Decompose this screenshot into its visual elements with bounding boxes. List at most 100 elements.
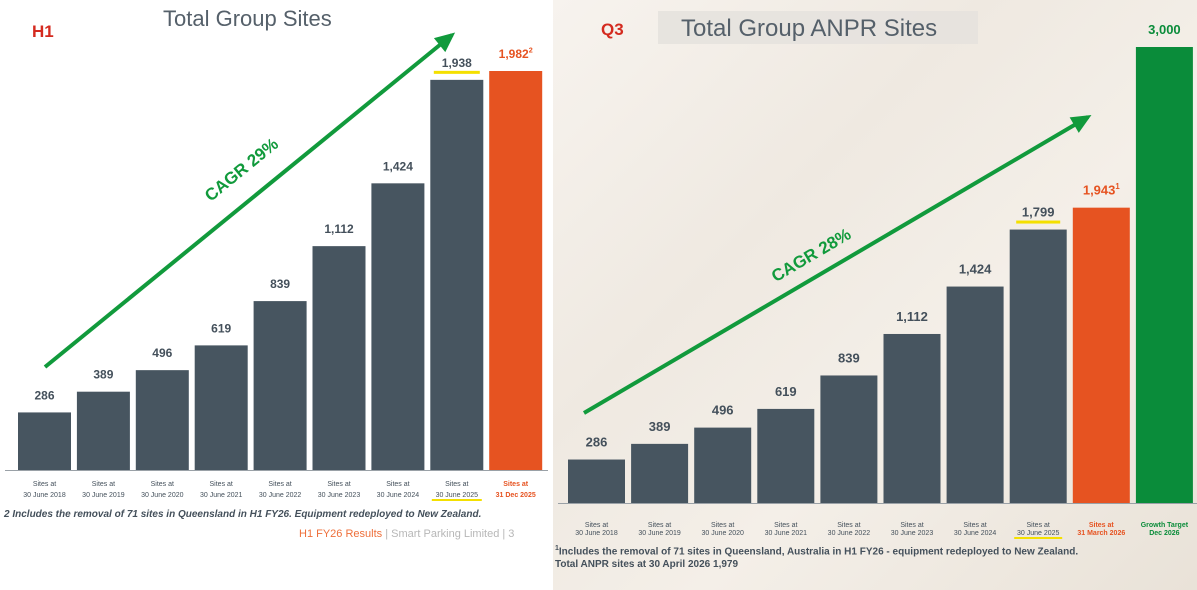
tick-label: Sites at <box>92 481 115 488</box>
footnote-marker: 2 <box>529 46 533 55</box>
tick-label: 31 March 2026 <box>1077 530 1125 537</box>
data-label: 496 <box>712 403 734 418</box>
footnote: 2 Includes the removal of 71 sites in Qu… <box>4 509 482 520</box>
tick-label: Sites at <box>386 481 409 488</box>
tick-label: 30 June 2018 <box>575 530 618 537</box>
footnote-marker: 1 <box>1115 182 1120 191</box>
footer-brand: H1 FY26 Results <box>299 528 383 540</box>
title-background <box>658 11 978 44</box>
bar <box>883 333 941 503</box>
tick-label: Sites at <box>268 481 291 488</box>
trend-arrow <box>582 115 1090 415</box>
tick-label: Sites at <box>327 481 350 488</box>
trend-arrow-head <box>1069 114 1092 133</box>
data-label: 1,112 <box>896 309 928 324</box>
bar <box>1135 47 1193 503</box>
tick-label: Sites at <box>151 481 174 488</box>
bar <box>631 443 689 503</box>
footnote-line-1: 1Includes the removal of 71 sites in Que… <box>555 545 1079 558</box>
trend-arrow <box>43 33 454 369</box>
tick-label: 30 June 2018 <box>23 492 66 499</box>
bar <box>135 370 189 470</box>
tick-label: Sites at <box>1027 522 1050 529</box>
tick-underline <box>431 499 482 501</box>
bar <box>1072 207 1130 503</box>
tick-label: Dec 2026 <box>1149 530 1179 537</box>
bar <box>757 408 815 503</box>
tick-label: Sites at <box>774 522 797 529</box>
tick-label: Sites at <box>1089 522 1115 529</box>
data-label: 1,938 <box>442 56 472 70</box>
tick-label: Sites at <box>210 481 233 488</box>
tick-label: Sites at <box>445 481 468 488</box>
tick-label: 30 June 2021 <box>200 492 243 499</box>
tick-label: 30 June 2024 <box>954 530 997 537</box>
cagr-annotation: CAGR 29% <box>201 134 282 205</box>
data-label: 1,9431 <box>1083 182 1121 198</box>
cagr-annotation: CAGR 28% <box>768 225 854 286</box>
bar <box>694 427 752 503</box>
value-underline <box>433 70 480 74</box>
panel-tag: Q3 <box>601 20 624 39</box>
bar <box>1009 229 1067 503</box>
tick-label: Growth Target <box>1141 522 1189 529</box>
footer: H1 FY26 Results | Smart Parking Limited … <box>299 528 514 540</box>
bar <box>489 71 543 470</box>
data-label: 1,9822 <box>499 46 533 61</box>
data-label: 3,000 <box>1148 22 1181 37</box>
q3-panel: Q3 Total Group ANPR Sites 286 Sites at 30 … <box>553 0 1197 590</box>
tick-label: 30 June 2024 <box>377 492 420 499</box>
data-label: 389 <box>93 368 113 382</box>
data-label: 839 <box>838 350 860 365</box>
chart-title: Total Group Sites <box>163 6 332 31</box>
data-label: 1,799 <box>1022 205 1055 220</box>
tick-label: 30 June 2025 <box>1017 530 1060 537</box>
tick-label: Sites at <box>963 522 986 529</box>
tick-label: Sites at <box>33 481 56 488</box>
bar <box>568 459 625 503</box>
footnote-line-2: Total ANPR sites at 30 April 2026 1,979 <box>555 559 739 570</box>
data-label: 496 <box>152 346 172 360</box>
data-label: 389 <box>649 419 671 434</box>
tick-label: 30 June 2025 <box>436 492 479 499</box>
data-label: 1,424 <box>383 159 413 173</box>
tick-label: 30 June 2019 <box>82 492 125 499</box>
data-label: 839 <box>270 277 290 291</box>
tick-label: 30 June 2022 <box>259 492 302 499</box>
bar <box>371 183 425 471</box>
tick-label: Sites at <box>648 522 671 529</box>
bar <box>253 301 307 470</box>
bar <box>194 345 248 470</box>
tick-label: Sites at <box>837 522 860 529</box>
bar <box>18 412 71 470</box>
chart-title: Total Group ANPR Sites <box>681 15 938 42</box>
tick-underline <box>1014 537 1063 539</box>
tick-label: Sites at <box>503 481 529 488</box>
bar <box>312 246 366 470</box>
value-underline <box>1016 220 1061 224</box>
tick-label: Sites at <box>711 522 734 529</box>
panel-tag: H1 <box>32 22 54 41</box>
trend-arrow-head <box>433 32 456 53</box>
bar <box>76 391 130 470</box>
data-label: 1,112 <box>324 222 354 236</box>
tick-label: 30 June 2019 <box>638 530 681 537</box>
h1-chart: 286 Sites at 30 June 2018 389 Sites at 30 Jun… <box>5 32 548 501</box>
tick-label: Sites at <box>900 522 923 529</box>
tick-label: 30 June 2022 <box>828 530 871 537</box>
footer-rest: | Smart Parking Limited | 3 <box>382 528 515 540</box>
data-label: 619 <box>211 321 231 335</box>
bar <box>820 375 878 503</box>
tick-label: 30 June 2023 <box>318 492 361 499</box>
tick-label: 30 June 2020 <box>141 492 184 499</box>
data-label: 286 <box>586 435 608 450</box>
tick-label: 30 June 2020 <box>701 530 744 537</box>
tick-label: 31 Dec 2025 <box>496 492 536 499</box>
data-label: 619 <box>775 384 797 399</box>
tick-label: Sites at <box>585 522 608 529</box>
bar <box>430 79 484 470</box>
tick-label: 30 June 2023 <box>891 530 934 537</box>
bar <box>946 286 1004 503</box>
tick-label: 30 June 2021 <box>765 530 808 537</box>
